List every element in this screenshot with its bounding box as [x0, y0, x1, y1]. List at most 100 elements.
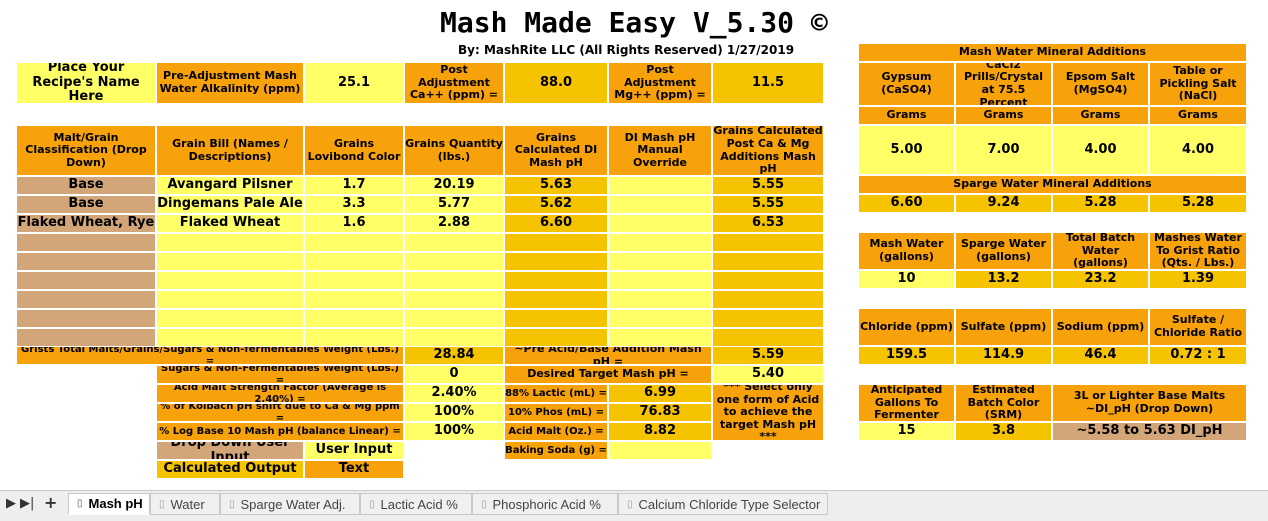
grain-post-ph-cell: [712, 271, 824, 290]
pre-acid-ph-value: 5.59: [712, 346, 824, 365]
grain-ph-override-cell[interactable]: [608, 271, 712, 290]
grain-name-cell[interactable]: [156, 233, 304, 252]
sheet-icon: ▯: [481, 498, 487, 510]
recipe-name-cell[interactable]: Place Your Recipe's Name Here: [16, 62, 156, 104]
sulfate-ppm: 114.9: [955, 346, 1052, 365]
nacl-mash-grams[interactable]: 4.00: [1149, 125, 1247, 175]
grain-ph-override-cell[interactable]: [608, 233, 712, 252]
grain-quantity-cell[interactable]: 20.19: [404, 176, 504, 195]
tab-water[interactable]: ▯ Water: [150, 493, 220, 515]
acid-strength-value[interactable]: 2.40%: [404, 384, 504, 403]
grain-quantity-cell[interactable]: 2.88: [404, 214, 504, 233]
grain-post-ph-cell: [712, 290, 824, 309]
grain-ph-override-cell[interactable]: [608, 195, 712, 214]
post-ca-label: Post Adjustment Ca++ (ppm) =: [404, 62, 504, 104]
grain-quantity-cell[interactable]: 5.77: [404, 195, 504, 214]
legend-user-input: User Input: [304, 441, 404, 460]
grain-lovibond-cell[interactable]: 1.7: [304, 176, 404, 195]
log-base-value[interactable]: 100%: [404, 422, 504, 441]
grain-di-ph-cell: [504, 328, 608, 347]
grain-classification-cell[interactable]: Flaked Wheat, Rye: [16, 214, 156, 233]
acid-malt-label: Acid Malt (Oz.) =: [504, 422, 608, 441]
log-base-label: % Log Base 10 Mash pH (balance Linear) =: [156, 422, 404, 441]
grain-classification-cell[interactable]: [16, 309, 156, 328]
grain-classification-cell[interactable]: [16, 233, 156, 252]
grain-lovibond-cell[interactable]: [304, 328, 404, 347]
grain-name-cell[interactable]: Avangard Pilsner: [156, 176, 304, 195]
grain-ph-override-cell[interactable]: [608, 252, 712, 271]
grain-name-cell[interactable]: [156, 271, 304, 290]
grain-name-cell[interactable]: Flaked Wheat: [156, 214, 304, 233]
kolbach-value[interactable]: 100%: [404, 403, 504, 422]
grain-quantity-cell[interactable]: [404, 309, 504, 328]
grain-lovibond-cell[interactable]: [304, 233, 404, 252]
cacl2-mash-grams[interactable]: 7.00: [955, 125, 1052, 175]
tab-mash-ph[interactable]: ▯ Mash pH: [68, 493, 150, 515]
tab-calcium-chloride-selector[interactable]: ▯ Calcium Chloride Type Selector: [618, 493, 828, 515]
grain-quantity-cell[interactable]: [404, 233, 504, 252]
tab-lactic-acid[interactable]: ▯ Lactic Acid %: [360, 493, 472, 515]
grain-name-cell[interactable]: Dingemans Pale Ale: [156, 195, 304, 214]
last-sheet-button[interactable]: ▶|: [20, 496, 35, 511]
grain-classification-cell[interactable]: [16, 252, 156, 271]
baking-soda-value[interactable]: [608, 441, 712, 460]
grain-quantity-cell[interactable]: [404, 271, 504, 290]
tab-phosphoric-acid[interactable]: ▯ Phosphoric Acid %: [472, 493, 618, 515]
grain-ph-override-cell[interactable]: [608, 176, 712, 195]
sodium-header: Sodium (ppm): [1052, 308, 1149, 346]
header-di-ph: Grains Calculated DI Mash pH: [504, 125, 608, 176]
prev-sheet-button[interactable]: ▶: [6, 496, 16, 511]
base-malt-dropdown[interactable]: ~5.58 to 5.63 DI_pH: [1052, 422, 1247, 441]
gypsum-sparge-grams: 6.60: [858, 194, 955, 213]
grain-classification-cell[interactable]: [16, 271, 156, 290]
grain-ph-override-cell[interactable]: [608, 214, 712, 233]
gypsum-mash-grams[interactable]: 5.00: [858, 125, 955, 175]
grain-ph-override-cell[interactable]: [608, 290, 712, 309]
mash-minerals-title: Mash Water Mineral Additions: [858, 43, 1247, 62]
grain-lovibond-cell[interactable]: [304, 309, 404, 328]
sparge-minerals-title: Sparge Water Mineral Additions: [858, 175, 1247, 194]
grain-lovibond-cell[interactable]: 1.6: [304, 214, 404, 233]
grain-name-cell[interactable]: [156, 309, 304, 328]
grist-ratio-value: 1.39: [1149, 270, 1247, 289]
grist-ratio-header: Mashes Water To Grist Ratio (Qts. / Lbs.…: [1149, 232, 1247, 270]
grain-classification-cell[interactable]: [16, 290, 156, 309]
acid-strength-label: Acid Malt Strength Factor (Average is 2.…: [156, 384, 404, 403]
grain-post-ph-cell: 6.53: [712, 214, 824, 233]
grain-lovibond-cell[interactable]: [304, 290, 404, 309]
gallons-to-fermenter-value[interactable]: 15: [858, 422, 955, 441]
add-sheet-button[interactable]: +: [44, 493, 58, 512]
grain-lovibond-cell[interactable]: [304, 252, 404, 271]
grain-di-ph-cell: 6.60: [504, 214, 608, 233]
grain-ph-override-cell[interactable]: [608, 309, 712, 328]
tab-label: Lactic Acid %: [380, 496, 458, 512]
grain-quantity-cell[interactable]: [404, 252, 504, 271]
sugars-weight-value[interactable]: 0: [404, 365, 504, 384]
epsom-mash-grams[interactable]: 4.00: [1052, 125, 1149, 175]
grain-lovibond-cell[interactable]: 3.3: [304, 195, 404, 214]
sheet-icon: ▯: [229, 498, 235, 510]
grain-classification-cell[interactable]: [16, 328, 156, 347]
batch-color-value: 3.8: [955, 422, 1052, 441]
grain-classification-cell[interactable]: Base: [16, 176, 156, 195]
alkalinity-value[interactable]: 25.1: [304, 62, 404, 104]
grain-quantity-cell[interactable]: [404, 328, 504, 347]
alkalinity-label: Pre-Adjustment Mash Water Alkalinity (pp…: [156, 62, 304, 104]
grain-quantity-cell[interactable]: [404, 290, 504, 309]
pre-acid-ph-label: ~Pre Acid/Base Addition Mash pH =: [504, 346, 712, 365]
grain-name-cell[interactable]: [156, 290, 304, 309]
tab-sparge-water-adj[interactable]: ▯ Sparge Water Adj.: [220, 493, 360, 515]
mash-water-gallons[interactable]: 10: [858, 270, 955, 289]
grain-lovibond-cell[interactable]: [304, 271, 404, 290]
tab-label: Calcium Chloride Type Selector: [638, 496, 821, 512]
target-ph-label: Desired Target Mash pH =: [504, 365, 712, 384]
grain-classification-cell[interactable]: Base: [16, 195, 156, 214]
tab-label: Sparge Water Adj.: [240, 496, 346, 512]
total-weight-value: 28.84: [404, 346, 504, 365]
target-ph-value[interactable]: 5.40: [712, 365, 824, 384]
grain-name-cell[interactable]: [156, 328, 304, 347]
grain-post-ph-cell: [712, 328, 824, 347]
phosphoric-label: 10% Phos (mL) =: [504, 403, 608, 422]
grain-ph-override-cell[interactable]: [608, 328, 712, 347]
grain-name-cell[interactable]: [156, 252, 304, 271]
